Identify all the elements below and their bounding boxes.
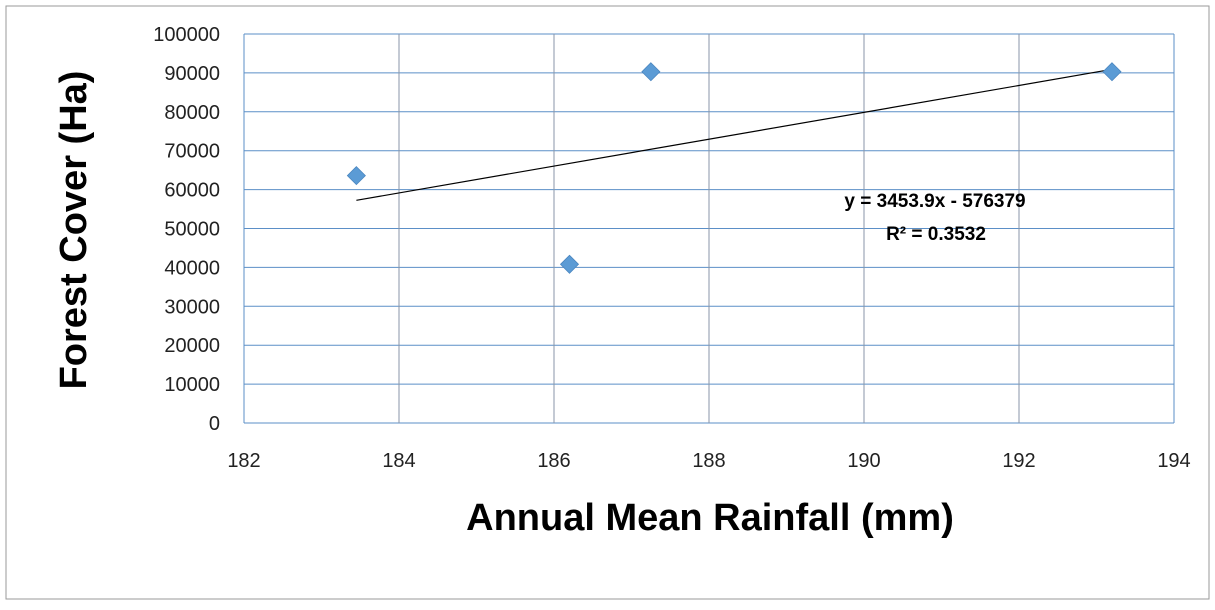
x-tick-label: 182 [227, 450, 260, 472]
trendline [356, 68, 1113, 201]
x-axis-title: Annual Mean Rainfall (mm) [466, 497, 954, 539]
x-tick-label: 194 [1157, 450, 1190, 472]
y-tick-label: 50000 [164, 219, 220, 241]
x-tick-label: 184 [382, 450, 415, 472]
data-point-diamond [346, 166, 366, 186]
y-tick-label: 10000 [164, 374, 220, 396]
x-axis-ticks: 182 184 186 188 190 192 194 [227, 450, 1190, 472]
x-tick-label: 190 [847, 450, 880, 472]
gridlines [243, 33, 1175, 424]
data-point-diamond [1102, 62, 1122, 82]
y-tick-label: 0 [209, 413, 220, 435]
data-points [346, 62, 1122, 274]
y-tick-label: 30000 [164, 296, 220, 318]
data-point-diamond [641, 62, 661, 82]
y-tick-label: 100000 [153, 24, 220, 46]
y-axis-title: Forest Cover (Ha) [53, 71, 95, 390]
y-tick-label: 60000 [164, 180, 220, 202]
x-tick-label: 188 [692, 450, 725, 472]
data-point-diamond [559, 254, 580, 274]
y-tick-label: 80000 [164, 102, 220, 124]
y-tick-label: 90000 [164, 63, 220, 85]
x-tick-label: 192 [1002, 450, 1035, 472]
trendline-equation: y = 3453.9x - 576379 [844, 191, 1025, 212]
chart-frame [5, 5, 1210, 600]
y-axis-ticks: 0 10000 20000 30000 40000 50000 60000 70000 8000… [153, 24, 220, 435]
y-tick-label: 70000 [164, 141, 220, 163]
y-tick-label: 40000 [164, 257, 220, 279]
y-tick-label: 20000 [164, 335, 220, 357]
trendline-r-squared: R² = 0.3532 [886, 224, 986, 245]
x-tick-label: 186 [537, 450, 570, 472]
trendline-group [356, 68, 1113, 201]
